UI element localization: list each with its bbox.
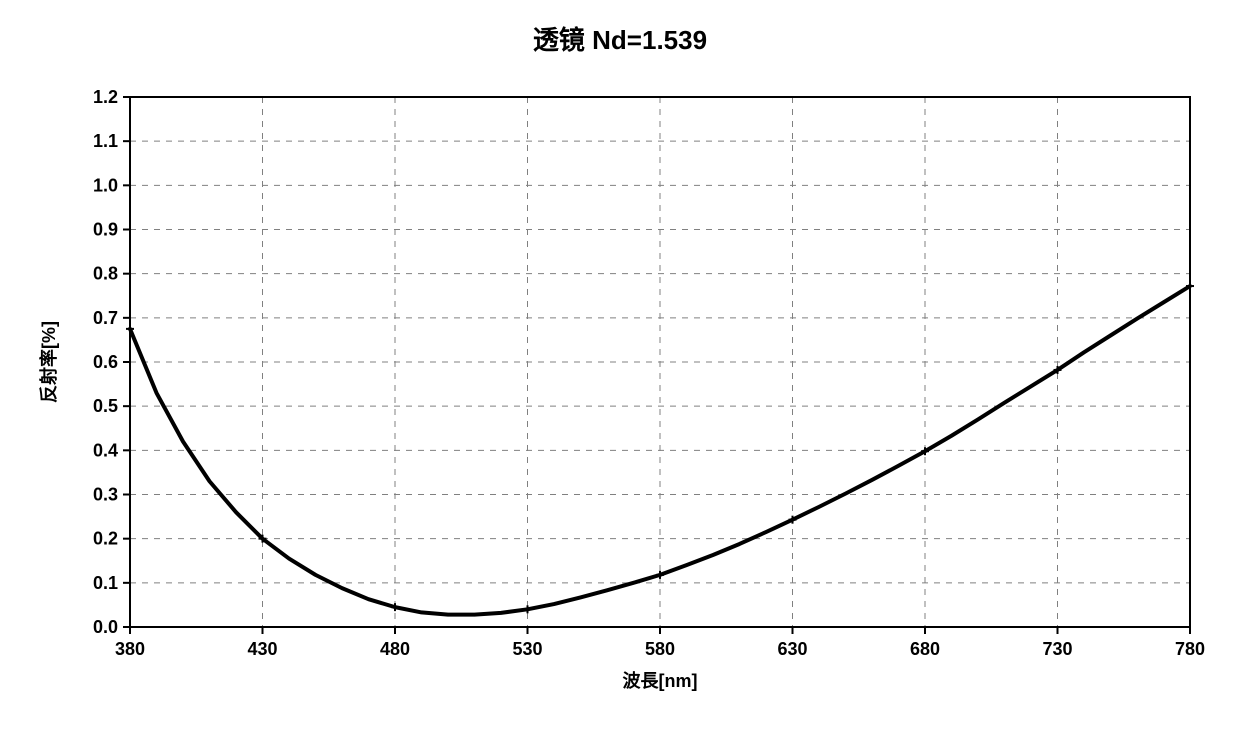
svg-text:1.1: 1.1 (93, 131, 118, 151)
chart-title: 透镜 Nd=1.539 (20, 20, 1220, 57)
svg-text:430: 430 (247, 639, 277, 659)
svg-text:380: 380 (115, 639, 145, 659)
svg-text:0.5: 0.5 (93, 396, 118, 416)
svg-text:0.4: 0.4 (93, 440, 118, 460)
svg-text:1.2: 1.2 (93, 87, 118, 107)
svg-text:0.0: 0.0 (93, 617, 118, 637)
svg-text:0.8: 0.8 (93, 264, 118, 284)
chart-container: 透镜 Nd=1.539 380 430 480 530 580 630 680 730 780 0… (20, 20, 1220, 717)
svg-text:780: 780 (1175, 639, 1205, 659)
svg-text:0.9: 0.9 (93, 220, 118, 240)
svg-text:630: 630 (777, 639, 807, 659)
svg-text:0.1: 0.1 (93, 573, 118, 593)
svg-text:580: 580 (645, 639, 675, 659)
svg-text:1.0: 1.0 (93, 175, 118, 195)
svg-text:480: 480 (380, 639, 410, 659)
chart-plot-area: 380 430 480 530 580 630 680 730 780 0.0 0.1 0.2 0.3 0… (20, 77, 1220, 717)
svg-text:0.6: 0.6 (93, 352, 118, 372)
svg-text:680: 680 (910, 639, 940, 659)
svg-text:0.2: 0.2 (93, 529, 118, 549)
svg-text:530: 530 (512, 639, 542, 659)
svg-text:0.3: 0.3 (93, 485, 118, 505)
chart-svg: 380 430 480 530 580 630 680 730 780 0.0 0.1 0.2 0.3 0… (20, 77, 1220, 717)
svg-text:波長[nm]: 波長[nm] (623, 670, 698, 691)
svg-text:730: 730 (1042, 639, 1072, 659)
svg-text:反射率[%]: 反射率[%] (38, 321, 59, 403)
svg-text:0.7: 0.7 (93, 308, 118, 328)
